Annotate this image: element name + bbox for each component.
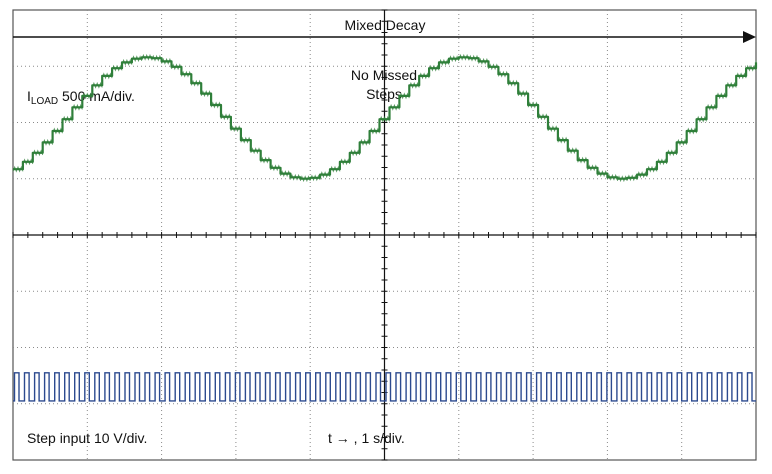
annotation-line-1: No Missed <box>351 67 417 83</box>
iload-label-suffix: 500 mA/div. <box>58 88 135 104</box>
arrowhead-icon <box>743 31 756 43</box>
iload-channel-label: ILOAD 500 mA/div. <box>27 88 135 107</box>
iload-trace-ripple <box>12 53 757 183</box>
iload-label-subscript: LOAD <box>31 96 58 107</box>
iload-label-prefix: I <box>27 88 31 104</box>
time-arrow <box>13 31 756 43</box>
step-input-trace <box>13 372 756 402</box>
step-channel-label: Step input 10 V/div. <box>27 430 147 446</box>
chart-title: Mixed Decay <box>345 17 426 33</box>
annotation-line-2: Steps <box>366 86 402 102</box>
center-axes <box>12 9 757 461</box>
time-scale-label: t → , 1 s/div. <box>328 430 405 446</box>
